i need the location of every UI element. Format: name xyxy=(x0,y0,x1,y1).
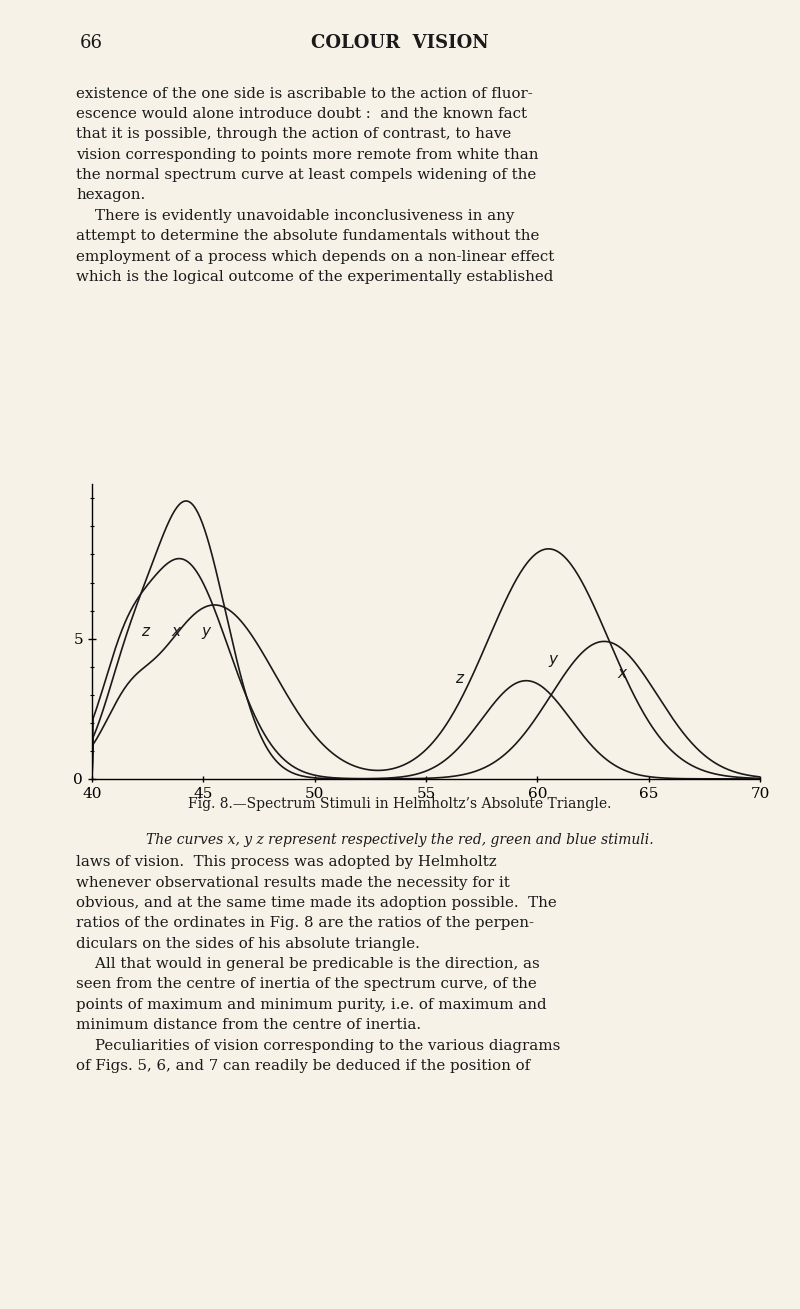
Text: $y$: $y$ xyxy=(549,653,560,669)
Text: $x$: $x$ xyxy=(171,624,182,639)
Text: $x$: $x$ xyxy=(618,666,629,681)
Text: 66: 66 xyxy=(80,34,103,51)
Text: $z$: $z$ xyxy=(141,624,151,639)
Text: existence of the one side is ascribable to the action of fluor-
escence would al: existence of the one side is ascribable … xyxy=(76,86,554,284)
Text: $y$: $y$ xyxy=(201,624,213,641)
Text: COLOUR  VISION: COLOUR VISION xyxy=(311,34,489,51)
Text: $z$: $z$ xyxy=(455,673,466,686)
Text: The curves x, y z represent respectively the red, green and blue stimuli.: The curves x, y z represent respectively… xyxy=(146,833,654,847)
Text: laws of vision.  This process was adopted by Helmholtz
whenever observational re: laws of vision. This process was adopted… xyxy=(76,855,560,1073)
Text: Fig. 8.—Spectrum Stimuli in Helmholtz’s Absolute Triangle.: Fig. 8.—Spectrum Stimuli in Helmholtz’s … xyxy=(188,797,612,812)
